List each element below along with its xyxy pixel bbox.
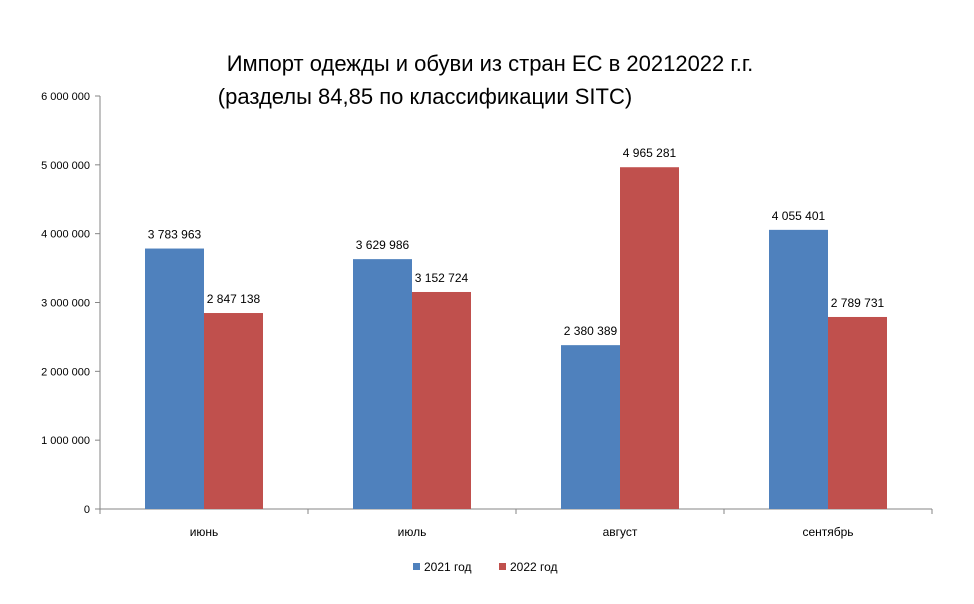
bar-data-label: 2 847 138 xyxy=(207,292,261,306)
x-category-label: август xyxy=(603,525,638,539)
legend-swatch xyxy=(413,563,420,570)
bar-series1 xyxy=(353,259,412,509)
y-tick-label: 6 000 000 xyxy=(41,91,90,103)
bar-data-label: 4 965 281 xyxy=(623,146,677,160)
y-tick-label: 0 xyxy=(84,504,90,516)
x-category-label: июль xyxy=(398,525,427,539)
bar-series1 xyxy=(561,345,620,509)
bar-data-label: 3 783 963 xyxy=(148,228,202,242)
bar-series1 xyxy=(769,229,828,510)
y-tick-label: 5 000 000 xyxy=(41,160,90,172)
y-tick-label: 1 000 000 xyxy=(41,435,90,447)
x-category-label: сентябрь xyxy=(802,525,853,539)
legend-label: 2021 год xyxy=(424,560,472,574)
bar-data-label: 3 629 986 xyxy=(356,238,410,252)
y-tick-label: 4 000 000 xyxy=(41,229,90,241)
x-category-label: июнь xyxy=(190,525,219,539)
bar-data-label: 2 380 389 xyxy=(564,324,618,338)
chart-title-line2: (разделы 84,85 по классификации SITC) xyxy=(218,84,632,109)
chart-title-line1: Импорт одежды и обуви из стран ЕС в 2021… xyxy=(227,51,754,76)
y-axis: 0 1 000 000 2 000 000 3 000 000 4 000 000 5 0… xyxy=(41,91,101,516)
legend: 2021 год 2022 год xyxy=(413,560,558,574)
legend-label: 2022 год xyxy=(510,560,558,574)
bar-series2 xyxy=(828,316,887,509)
y-tick-label: 2 000 000 xyxy=(41,366,90,378)
bar-data-label: 3 152 724 xyxy=(415,271,469,285)
bar-series1 xyxy=(145,248,204,509)
bar-series2 xyxy=(412,291,471,509)
x-axis: июнь июль август сентябрь xyxy=(99,508,933,539)
bar-series2 xyxy=(204,313,263,509)
bar-data-label: 2 789 731 xyxy=(831,296,885,310)
bar-data-label: 4 055 401 xyxy=(772,209,826,223)
y-tick-label: 3 000 000 xyxy=(41,298,90,310)
legend-swatch xyxy=(499,563,506,570)
bars-group: 3 783 963 2 847 138 3 629 986 3 152 724 2 38… xyxy=(145,146,887,510)
bar-series2 xyxy=(620,167,679,510)
